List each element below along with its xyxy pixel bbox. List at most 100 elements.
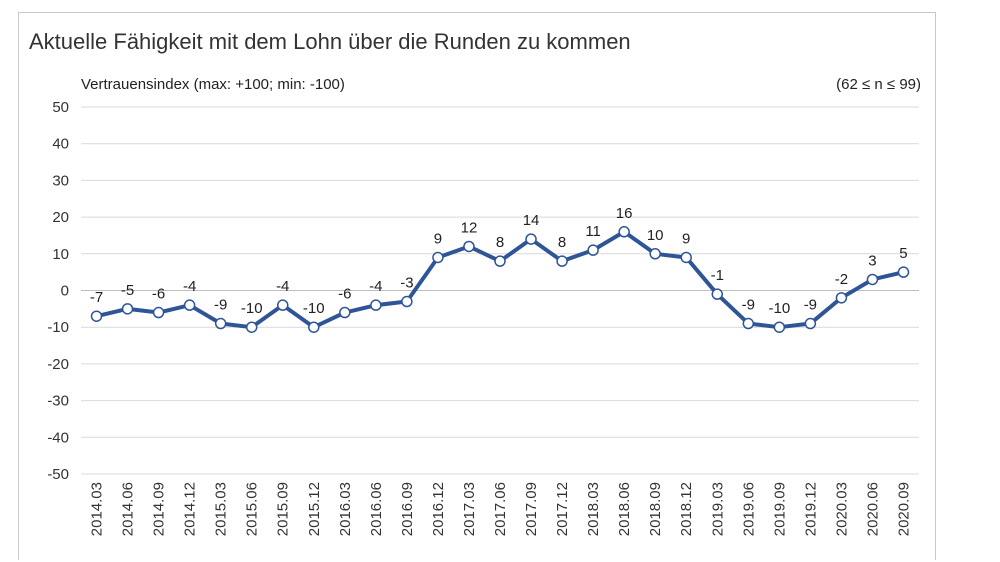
y-tick-label: -20	[47, 356, 69, 373]
x-tick-label: 2018.12	[678, 482, 695, 536]
data-label: 9	[682, 230, 690, 247]
x-tick-label: 2020.06	[864, 482, 881, 536]
x-axis-ticks: 2014.03 2014.06 2014.09 2014.12 2015.03 2015.…	[89, 482, 913, 536]
x-tick-label: 2016.09	[399, 482, 416, 536]
x-tick-label: 2014.03	[89, 482, 106, 536]
x-tick-label: 2014.06	[120, 482, 137, 536]
data-point-marker	[680, 251, 692, 264]
x-tick-label: 2014.09	[151, 482, 168, 536]
y-tick-label: 20	[52, 209, 69, 226]
data-label: -2	[835, 271, 848, 288]
data-label: 12	[461, 219, 478, 236]
data-label: -4	[276, 278, 289, 295]
y-tick-label: -30	[47, 393, 69, 410]
y-tick-label: 50	[52, 99, 69, 116]
data-label: 8	[496, 234, 504, 251]
data-label: 9	[434, 230, 442, 247]
x-tick-label: 2019.09	[771, 482, 788, 536]
data-point-marker	[308, 321, 320, 333]
x-tick-label: 2019.06	[740, 482, 757, 536]
x-tick-label: 2016.06	[368, 482, 385, 536]
data-label: 5	[899, 245, 907, 262]
data-label: -9	[214, 297, 227, 314]
data-point-marker	[432, 251, 444, 264]
data-label: -4	[369, 278, 382, 295]
sample-size-note: (62 ≤ n ≤ 99)	[836, 76, 921, 93]
gridlines	[81, 106, 919, 475]
x-tick-label: 2015.06	[244, 482, 261, 536]
data-label: -6	[152, 286, 165, 303]
data-point-marker	[742, 317, 755, 330]
x-tick-label: 2015.09	[275, 482, 292, 536]
data-label: -4	[183, 278, 196, 295]
line-chart: Aktuelle Fähigkeit mit dem Lohn über die…	[29, 29, 921, 536]
x-tick-label: 2018.03	[585, 482, 602, 536]
data-point-marker	[618, 226, 630, 238]
y-tick-label: 30	[52, 172, 69, 189]
data-point-marker	[152, 306, 165, 319]
data-label: -3	[400, 275, 413, 292]
data-label: -9	[804, 297, 817, 314]
x-tick-label: 2015.03	[213, 482, 230, 536]
y-tick-label: 40	[52, 136, 69, 153]
x-tick-label: 2015.12	[306, 482, 323, 536]
y-tick-label: -10	[47, 319, 69, 336]
data-point-marker	[276, 299, 289, 311]
data-point-marker	[494, 255, 506, 267]
data-point-marker	[711, 288, 724, 300]
data-label: 10	[647, 227, 664, 244]
data-point-marker	[183, 299, 196, 311]
data-point-marker	[804, 317, 817, 330]
data-label: -10	[303, 300, 325, 317]
data-label: -7	[90, 289, 103, 306]
data-label: -6	[338, 286, 351, 303]
data-label: -10	[241, 300, 263, 317]
x-tick-label: 2020.09	[895, 482, 912, 536]
x-tick-label: 2019.12	[802, 482, 819, 536]
x-tick-label: 2016.03	[337, 482, 354, 536]
chart-frame: Aktuelle Fähigkeit mit dem Lohn über die…	[18, 12, 936, 560]
data-label: 8	[558, 234, 566, 251]
x-tick-label: 2016.12	[430, 482, 447, 536]
data-labels: -7 -5 -6 -4 -9 -10 -4 -10 -6 -4 -3 9 12 8 14 8 11 16 10 9 -1…	[90, 205, 908, 317]
x-tick-label: 2017.03	[461, 482, 478, 536]
data-label: -5	[121, 282, 134, 299]
data-point-marker	[214, 317, 227, 330]
data-point-marker	[649, 248, 661, 260]
data-point-marker	[556, 255, 568, 267]
x-tick-label: 2017.12	[554, 482, 571, 536]
data-label: 11	[585, 223, 601, 240]
data-point-marker	[835, 292, 848, 304]
x-tick-label: 2014.12	[182, 482, 199, 536]
data-point-marker	[370, 299, 382, 311]
x-tick-label: 2018.06	[616, 482, 633, 536]
y-tick-label: 10	[52, 246, 69, 263]
data-label: -9	[742, 297, 755, 314]
data-point-marker	[773, 321, 786, 333]
x-tick-label: 2017.06	[492, 482, 509, 536]
data-point-marker	[121, 303, 134, 315]
y-tick-label: -40	[47, 429, 69, 446]
y-axis-label: Vertrauensindex (max: +100; min: -100)	[81, 76, 345, 93]
data-label: -10	[768, 300, 790, 317]
chart-title: Aktuelle Fähigkeit mit dem Lohn über die…	[29, 29, 631, 54]
data-point-marker	[866, 273, 879, 286]
y-tick-label: 0	[61, 283, 69, 300]
x-tick-label: 2018.09	[647, 482, 664, 536]
data-label: 16	[616, 205, 633, 222]
x-tick-label: 2017.09	[523, 482, 540, 536]
x-tick-label: 2020.03	[833, 482, 850, 536]
x-tick-label: 2019.03	[709, 482, 726, 536]
data-point-marker	[897, 266, 910, 278]
y-tick-label: -50	[47, 466, 69, 483]
data-point-marker	[401, 295, 413, 308]
data-point-marker	[245, 321, 258, 333]
y-axis-ticks: 50 40 30 20 10 0 -10 -20 -30 -40 -50	[47, 99, 69, 483]
data-label: 3	[868, 252, 876, 269]
data-point-marker	[90, 310, 103, 322]
data-label: -1	[711, 267, 724, 284]
data-points	[90, 226, 910, 333]
data-point-marker	[463, 240, 475, 253]
data-point-marker	[525, 233, 537, 245]
data-label: 14	[523, 212, 540, 229]
